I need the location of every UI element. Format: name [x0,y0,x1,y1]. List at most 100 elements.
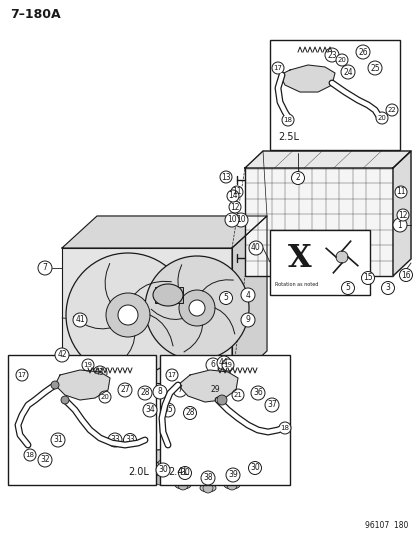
Circle shape [291,172,304,184]
Circle shape [320,58,348,86]
Text: 21: 21 [233,392,242,398]
Circle shape [216,395,226,405]
Text: 42: 42 [57,351,66,359]
Text: 19: 19 [83,362,92,368]
Text: 18: 18 [26,452,34,458]
Circle shape [209,425,219,435]
Polygon shape [279,65,334,92]
Bar [62,248,231,383]
Circle shape [204,390,224,410]
Text: 34: 34 [145,406,154,415]
Circle shape [228,201,240,213]
Circle shape [24,449,36,461]
Circle shape [190,427,199,437]
Text: 10: 10 [236,215,245,224]
Circle shape [51,433,65,447]
Circle shape [156,463,170,477]
Circle shape [166,369,178,381]
Polygon shape [244,151,410,168]
Text: 8: 8 [157,387,162,397]
Text: 33: 33 [110,435,120,445]
Circle shape [145,256,248,360]
Ellipse shape [247,421,262,429]
Circle shape [219,171,231,183]
Circle shape [118,305,138,325]
Circle shape [392,218,406,232]
Circle shape [51,381,59,389]
Text: 2.0L: 2.0L [128,467,149,477]
Circle shape [233,213,247,227]
Text: 3: 3 [385,284,389,293]
Text: 30: 30 [180,469,190,478]
Text: 35: 35 [163,406,173,415]
Text: 5: 5 [345,284,349,293]
Text: 23: 23 [326,51,336,60]
Text: 11: 11 [395,188,405,197]
Text: 5: 5 [223,294,228,303]
Circle shape [341,281,354,295]
Circle shape [250,386,264,400]
Text: 38: 38 [203,473,212,482]
Circle shape [216,464,223,472]
Circle shape [324,48,338,62]
Circle shape [76,440,84,448]
Circle shape [281,114,293,126]
Circle shape [99,391,111,403]
Circle shape [189,300,204,316]
Text: 6: 6 [210,360,215,369]
Circle shape [221,359,233,371]
Circle shape [335,251,347,263]
Text: 19: 19 [223,362,232,368]
Circle shape [399,269,411,281]
Circle shape [82,359,94,371]
Circle shape [225,468,240,482]
Circle shape [249,475,259,485]
Text: 33: 33 [125,435,135,445]
Text: 43: 43 [95,368,104,377]
Ellipse shape [185,464,199,471]
Text: 28: 28 [185,408,194,417]
Text: 26: 26 [357,47,367,56]
Circle shape [230,423,240,433]
Circle shape [361,271,374,285]
Text: 4: 4 [245,290,250,300]
Circle shape [278,422,290,434]
Text: 25: 25 [369,63,379,72]
Text: 30: 30 [158,465,167,474]
Text: 7–180A: 7–180A [10,7,60,20]
Circle shape [367,61,381,75]
Ellipse shape [223,481,240,489]
Circle shape [66,253,190,377]
Polygon shape [392,151,410,276]
Circle shape [202,483,212,493]
Polygon shape [170,396,199,408]
Polygon shape [75,440,88,460]
Circle shape [249,420,259,430]
Circle shape [55,348,69,362]
Ellipse shape [247,476,262,484]
Circle shape [178,466,191,480]
Text: 37: 37 [266,400,276,409]
Polygon shape [228,392,267,406]
Circle shape [219,292,232,304]
Circle shape [206,358,219,372]
Circle shape [230,186,242,198]
Ellipse shape [226,424,242,432]
Text: 41: 41 [75,316,85,325]
Circle shape [73,313,87,327]
Text: 24: 24 [342,68,352,77]
Text: 7: 7 [43,263,47,272]
Text: 32: 32 [40,456,50,464]
Polygon shape [88,445,112,462]
Text: 28: 28 [140,389,150,398]
Ellipse shape [212,464,226,472]
Ellipse shape [240,462,254,469]
Circle shape [106,293,150,337]
Circle shape [183,407,196,419]
Text: 31: 31 [53,435,63,445]
Circle shape [118,383,132,397]
Circle shape [142,403,157,417]
Circle shape [248,241,262,255]
Text: 13: 13 [221,173,230,182]
Circle shape [173,383,187,397]
